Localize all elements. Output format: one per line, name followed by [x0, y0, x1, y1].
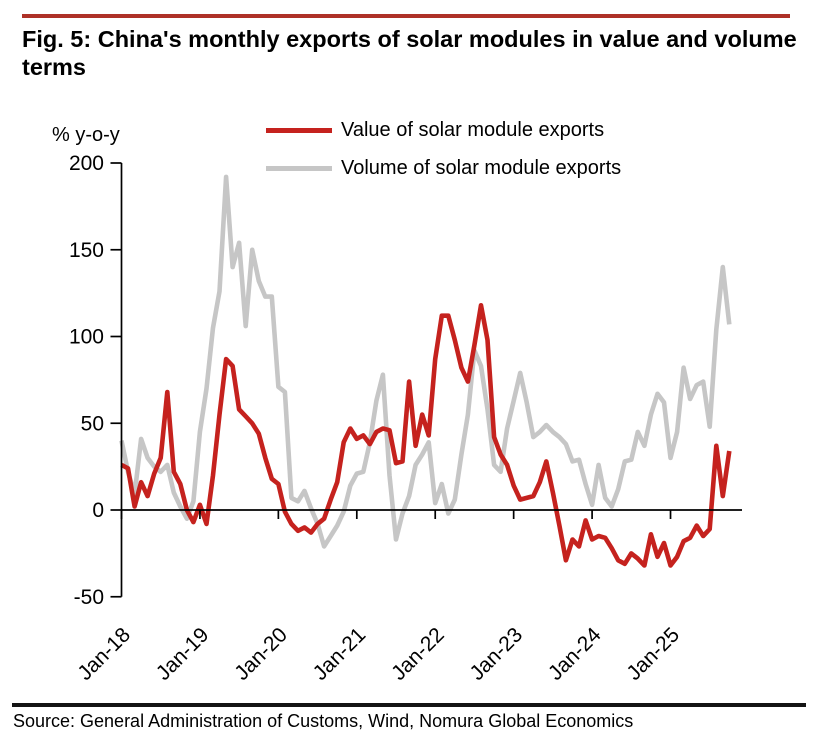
x-tick-label: Jan-24: [544, 623, 606, 685]
x-tick-label: Jan-18: [73, 623, 135, 685]
legend-item-volume: Volume of solar module exports: [266, 152, 621, 184]
legend-label-volume: Volume of solar module exports: [341, 156, 622, 179]
y-tick-label: 0: [92, 499, 104, 522]
x-tick-label: Jan-19: [152, 623, 214, 685]
figure-title: Fig. 5: China's monthly exports of solar…: [22, 26, 797, 80]
y-tick-label: 150: [69, 239, 104, 262]
y-tick-label: 100: [69, 326, 104, 349]
y-tick-label: 50: [81, 412, 104, 435]
title-accent-rule: [22, 14, 790, 18]
volume-series-line: [119, 174, 732, 549]
y-tick-label: 200: [69, 152, 104, 175]
footer-rule: [12, 703, 806, 707]
x-tick-label: Jan-23: [466, 623, 528, 685]
x-tick-label: Jan-22: [387, 623, 449, 685]
x-tick-label: Jan-20: [230, 623, 292, 685]
legend-label-value: Value of solar module exports: [341, 118, 605, 141]
x-tick-label: Jan-25: [622, 623, 684, 685]
value-series-swatch: [266, 127, 332, 133]
chart-legend: Value of solar module exports Volume of …: [266, 114, 621, 184]
volume-series-swatch: [266, 165, 332, 171]
source-text: Source: General Administration of Custom…: [13, 711, 634, 731]
legend-item-value: Value of solar module exports: [266, 114, 621, 146]
x-tick-label: Jan-21: [309, 623, 371, 685]
y-axis-title: % y-o-y: [52, 124, 120, 146]
value-series-line: [120, 302, 732, 568]
y-tick-label: -50: [74, 586, 104, 609]
